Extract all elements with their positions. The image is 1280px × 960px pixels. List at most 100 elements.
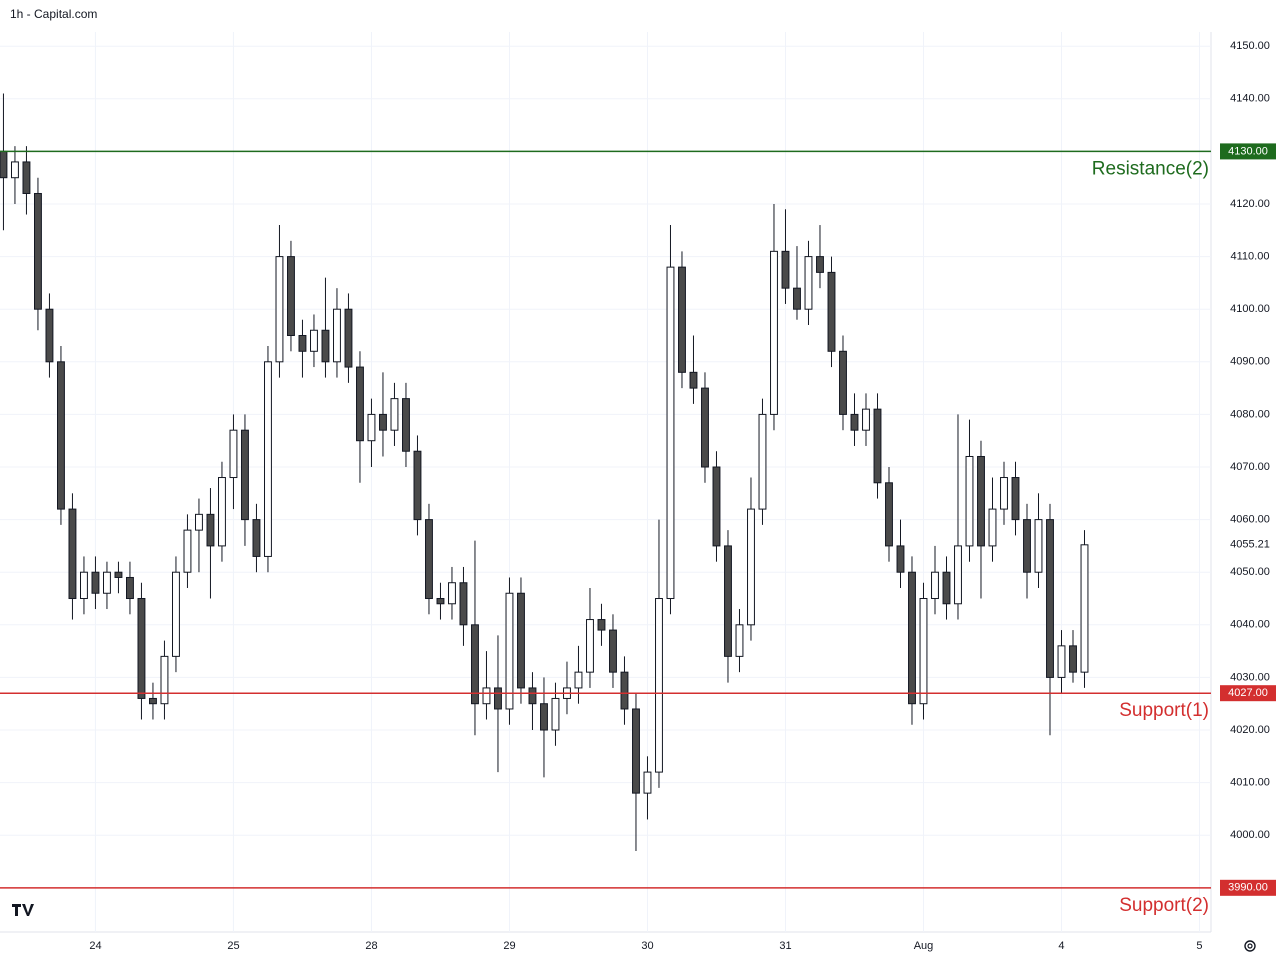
candle-body bbox=[137, 598, 146, 699]
candle-body bbox=[839, 350, 847, 415]
y-tick-label: 4020.00 bbox=[1230, 724, 1270, 736]
candle-body bbox=[965, 455, 974, 547]
x-tick-label: 29 bbox=[503, 940, 515, 952]
logo-mark bbox=[12, 904, 34, 916]
y-tick-label: 4100.00 bbox=[1230, 303, 1270, 315]
candle-body bbox=[540, 703, 548, 731]
candle-body bbox=[931, 571, 939, 600]
candle-body bbox=[712, 466, 721, 547]
candle-body bbox=[413, 450, 422, 521]
candle-body bbox=[1011, 477, 1020, 521]
candle-body bbox=[183, 529, 192, 573]
candle-body bbox=[1057, 645, 1066, 678]
last-price-box bbox=[1220, 536, 1276, 553]
y-tick-label: 4040.00 bbox=[1230, 619, 1270, 631]
grid bbox=[0, 32, 1211, 932]
candle-body bbox=[206, 513, 215, 547]
candle-body bbox=[390, 398, 399, 431]
candle-body bbox=[528, 687, 537, 705]
candle-body bbox=[770, 250, 778, 415]
candle-body bbox=[827, 271, 836, 352]
candle-body bbox=[241, 429, 249, 521]
y-tick-label: 4050.00 bbox=[1230, 566, 1270, 578]
level-price-label: 3990.00 bbox=[1228, 882, 1268, 894]
candle-body bbox=[149, 697, 157, 705]
x-tick-label: 31 bbox=[779, 940, 791, 952]
y-tick-label: 4010.00 bbox=[1230, 777, 1270, 789]
candle-body bbox=[91, 571, 100, 594]
candle-body bbox=[425, 519, 433, 600]
x-tick-label: 25 bbox=[227, 940, 239, 952]
level-name: Support(2) bbox=[1119, 895, 1209, 916]
candle-body bbox=[781, 250, 790, 289]
level-price-box bbox=[1220, 143, 1276, 160]
candle-body bbox=[45, 308, 54, 363]
candle-body bbox=[804, 256, 813, 310]
settings-gear[interactable] bbox=[1244, 940, 1256, 952]
candle-body bbox=[517, 592, 525, 689]
candle-body bbox=[862, 408, 870, 431]
y-tick-label: 4030.00 bbox=[1230, 671, 1270, 683]
candle-body bbox=[620, 671, 629, 710]
candle-body bbox=[494, 687, 502, 710]
y-tick-label: 4000.00 bbox=[1230, 829, 1270, 841]
candle-body bbox=[954, 545, 962, 605]
candle-body bbox=[735, 624, 744, 657]
candle-body bbox=[287, 256, 295, 337]
candle-body bbox=[988, 508, 997, 547]
candle-body bbox=[666, 266, 675, 600]
candle-body bbox=[505, 592, 514, 710]
y-tick-label: 4150.00 bbox=[1230, 40, 1270, 52]
candle-body bbox=[57, 361, 65, 510]
candle-body bbox=[275, 256, 284, 363]
candle-body bbox=[34, 192, 42, 310]
candle-body bbox=[195, 513, 203, 531]
candle-body bbox=[896, 545, 905, 573]
candle-body bbox=[379, 413, 387, 431]
candle-body bbox=[643, 771, 652, 794]
level-price-label: 4130.00 bbox=[1228, 145, 1268, 157]
candle-body bbox=[11, 161, 19, 179]
candle-body bbox=[344, 308, 353, 368]
candle-body bbox=[126, 576, 134, 600]
candle-body bbox=[689, 371, 698, 389]
candle-body bbox=[103, 571, 111, 594]
candle-body bbox=[609, 629, 617, 673]
settings-hub[interactable] bbox=[1247, 943, 1253, 949]
candle-body bbox=[574, 671, 583, 689]
candle-body bbox=[482, 687, 491, 705]
candle-body bbox=[1046, 519, 1054, 678]
candle-body bbox=[597, 619, 606, 631]
last-price-label: 4055.21 bbox=[1230, 539, 1270, 551]
candle-body bbox=[298, 335, 307, 352]
x-tick-label: 30 bbox=[641, 940, 653, 952]
candle-body bbox=[448, 582, 456, 605]
level-name: Resistance(2) bbox=[1092, 158, 1209, 179]
x-tick-label: Aug bbox=[914, 940, 934, 952]
candle-body bbox=[793, 287, 801, 310]
candle-body bbox=[114, 571, 123, 578]
x-tick-label: 5 bbox=[1196, 940, 1202, 952]
level-price-box bbox=[1220, 685, 1276, 702]
x-tick-label: 28 bbox=[365, 940, 377, 952]
candle-body bbox=[1034, 519, 1043, 573]
candle-body bbox=[1000, 477, 1008, 510]
candle-body bbox=[850, 413, 859, 431]
candle-body bbox=[218, 477, 226, 547]
candle-body bbox=[678, 266, 686, 373]
settings-icon[interactable] bbox=[1244, 940, 1256, 952]
candle-body bbox=[367, 413, 376, 442]
candle-body bbox=[816, 256, 824, 273]
candle-body bbox=[551, 697, 560, 731]
candle-body bbox=[885, 482, 893, 547]
logo bbox=[12, 904, 34, 916]
candle-body bbox=[1023, 519, 1031, 573]
y-tick-label: 4090.00 bbox=[1230, 356, 1270, 368]
y-tick-label: 4140.00 bbox=[1230, 93, 1270, 105]
candle-body bbox=[160, 655, 169, 705]
candle-body bbox=[310, 329, 318, 352]
candle-body bbox=[356, 366, 364, 442]
y-tick-label: 4070.00 bbox=[1230, 461, 1270, 473]
candle-body bbox=[436, 598, 445, 605]
candle-body bbox=[919, 598, 928, 705]
